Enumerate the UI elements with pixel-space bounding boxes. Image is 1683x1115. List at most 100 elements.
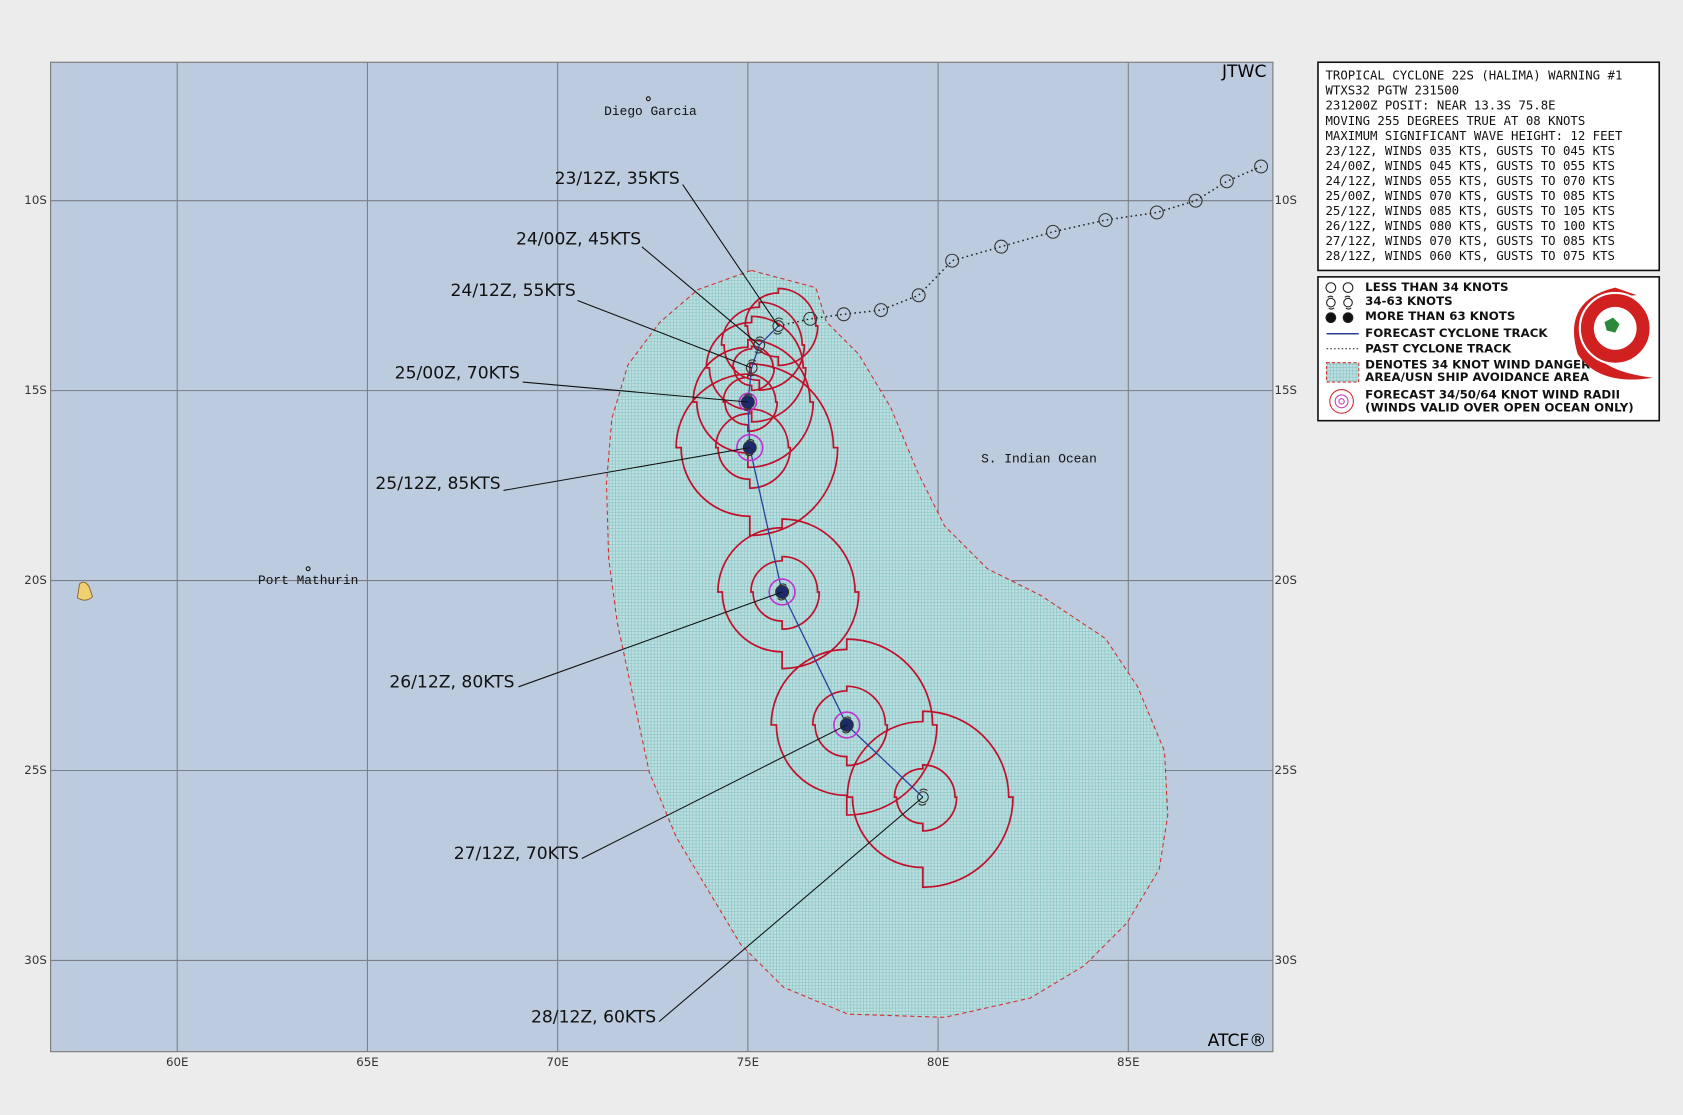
warning-line: 25/12Z, WINDS 085 KTS, GUSTS TO 105 KTS [1325, 204, 1614, 218]
leader-line [682, 184, 779, 327]
past-position [994, 239, 1009, 254]
legend-text: FORECAST 34/50/64 KNOT WIND RADII [1365, 387, 1620, 401]
forecast-label: 27/12Z, 70KTS [454, 844, 579, 864]
agency: JTWC [1221, 62, 1267, 82]
credit: ATCF® [1208, 1031, 1267, 1051]
storm-symbol [745, 439, 755, 457]
past-position [1188, 193, 1203, 208]
past-position [803, 311, 818, 326]
forecast-label: 28/12Z, 60KTS [531, 1007, 656, 1027]
warning-line: TROPICAL CYCLONE 22S (HALIMA) WARNING #1 [1325, 69, 1622, 83]
lat-label: 15S [1275, 383, 1298, 397]
warning-line: 28/12Z, WINDS 060 KTS, GUSTS TO 075 KTS [1325, 249, 1614, 263]
wind-radii-34 [846, 710, 1014, 889]
forecast-label: 25/12Z, 85KTS [375, 474, 500, 494]
logo [1573, 287, 1653, 380]
wind-radii-34 [720, 301, 806, 391]
lon-label: 75E [737, 1055, 759, 1069]
wind-radii-34 [770, 638, 938, 816]
place-name: S. Indian Ocean [981, 452, 1097, 467]
wind-radii-34 [692, 338, 815, 469]
legend-text: AREA/USN SHIP AVOIDANCE AREA [1365, 370, 1590, 384]
warning-line: 23/12Z, WINDS 035 KTS, GUSTS TO 045 KTS [1325, 144, 1614, 158]
storm-symbol [747, 359, 757, 377]
lat-label: 30S [24, 953, 46, 967]
storm-symbol [754, 336, 764, 354]
warning-line: 24/00Z, WINDS 045 KTS, GUSTS TO 055 KTS [1325, 159, 1614, 173]
warning-line: 25/00Z, WINDS 070 KTS, GUSTS TO 085 KTS [1325, 189, 1614, 203]
past-position [945, 253, 960, 268]
forecast-label: 23/12Z, 35KTS [555, 169, 680, 189]
danger-area-layer [605, 269, 1169, 1018]
wind-radii-34 [717, 518, 860, 670]
warning-line: 26/12Z, WINDS 080 KTS, GUSTS TO 100 KTS [1325, 219, 1614, 233]
wind-radii-50 [893, 764, 958, 832]
warning-line: MAXIMUM SIGNIFICANT WAVE HEIGHT: 12 FEET [1325, 129, 1622, 143]
leader-line [522, 381, 748, 403]
lon-label: 80E [927, 1055, 949, 1069]
storm-symbol [842, 716, 852, 734]
warning-line: 231200Z POSIT: NEAR 13.3S 75.8E [1325, 99, 1555, 113]
past-position [836, 307, 851, 322]
warning-line: 24/12Z, WINDS 055 KTS, GUSTS TO 070 KTS [1325, 174, 1614, 188]
wind-radii-64 [833, 711, 861, 739]
past-position [1254, 159, 1269, 174]
legend-text: 34-63 KNOTS [1365, 294, 1452, 308]
wind-radii-50 [731, 345, 776, 392]
past-position [1045, 224, 1060, 239]
past-position [874, 303, 888, 318]
lat-label: 25S [24, 763, 46, 777]
storm-symbol [918, 788, 928, 806]
danger-area [605, 269, 1169, 1018]
storm-layer [675, 159, 1269, 889]
forecast-position [753, 339, 766, 351]
lat-label: 10S [24, 193, 46, 207]
leader-line [641, 246, 760, 346]
leader-line [577, 299, 752, 369]
place-name: Diego Garcia [604, 104, 697, 119]
forecast-label: 25/00Z, 70KTS [395, 363, 520, 383]
warning-line: MOVING 255 DEGREES TRUE AT 08 KNOTS [1325, 114, 1585, 128]
warning-box [1317, 61, 1661, 272]
forecast-label: 26/12Z, 80KTS [389, 673, 514, 693]
leader-line [658, 796, 924, 1023]
leader-line [581, 724, 848, 859]
legend-text: PAST CYCLONE TRACK [1365, 341, 1512, 355]
lat-label: 15S [24, 383, 46, 397]
past-position [1149, 205, 1164, 220]
wind-radii-34 [705, 315, 807, 423]
legend-text: MORE THAN 63 KNOTS [1365, 309, 1515, 323]
lon-label: 85E [1117, 1055, 1139, 1069]
forecast-label: 24/00Z, 45KTS [516, 229, 641, 249]
wind-radii-50 [722, 373, 779, 433]
lat-label: 20S [1275, 573, 1298, 587]
lat-label: 20S [24, 573, 46, 587]
lon-label: 65E [356, 1055, 378, 1069]
past-position [1098, 213, 1113, 228]
forecast-position [772, 320, 785, 332]
place-dot [305, 566, 311, 572]
forecast-track [747, 325, 924, 798]
wind-radii-50 [811, 685, 889, 767]
legend-icons [1325, 282, 1360, 414]
wind-radii-64 [736, 433, 764, 462]
storm-symbol [777, 583, 787, 601]
place-name: Port Mathurin [258, 573, 358, 588]
warning-line: 27/12Z, WINDS 070 KTS, GUSTS TO 085 KTS [1325, 234, 1614, 248]
lon-label: 60E [166, 1055, 188, 1069]
leader-line [503, 447, 750, 491]
past-position [1219, 174, 1234, 189]
warning-text: TROPICAL CYCLONE 22S (HALIMA) WARNING #1… [1325, 69, 1622, 263]
warning-line: WTXS32 PGTW 231500 [1325, 84, 1459, 98]
lat-label: 25S [1275, 763, 1298, 777]
legend-text: FORECAST CYCLONE TRACK [1365, 326, 1548, 340]
lat-label: 30S [1275, 953, 1298, 967]
lon-label: 70E [546, 1055, 568, 1069]
leader-line [518, 591, 783, 688]
wind-radii-50 [714, 408, 792, 490]
storm-symbol [773, 317, 783, 335]
place-dot [645, 96, 651, 102]
wind-radii-64 [738, 392, 758, 412]
